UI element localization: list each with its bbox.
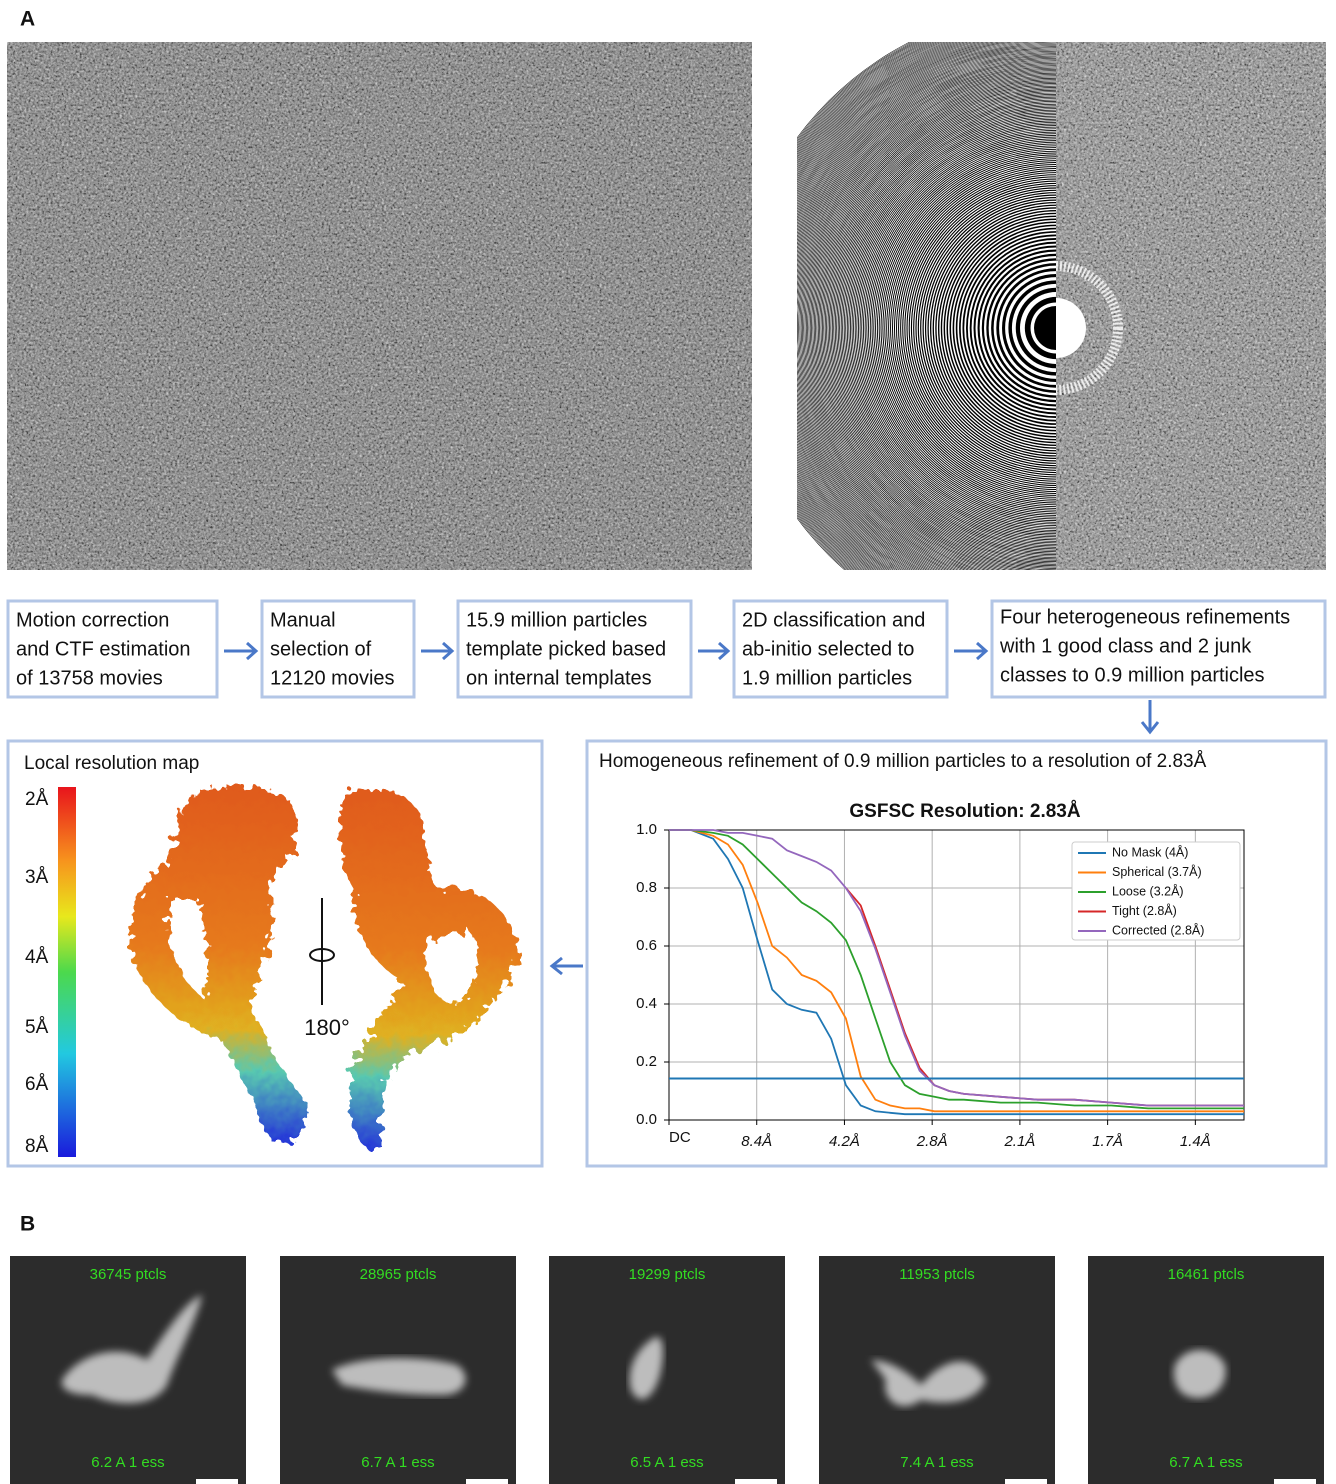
x-tick-label: 2.8Å [916, 1133, 948, 1150]
legend-label: Loose (3.2Å) [1112, 883, 1184, 898]
class-density [629, 1336, 663, 1400]
y-tick-label: 0.4 [636, 995, 657, 1012]
arrow-head [442, 641, 455, 661]
y-tick-label: 0.2 [636, 1053, 657, 1070]
flow-text: classes to 0.9 million particles [1000, 664, 1265, 686]
panel-title: Local resolution map [24, 753, 199, 774]
legend-label: Corrected (2.8Å) [1112, 922, 1204, 937]
flow-text: Four heterogeneous refinements [1000, 606, 1290, 628]
class-resolution: 6.7 A 1 ess [361, 1454, 434, 1471]
panel-label: A [20, 8, 35, 31]
density-map [130, 786, 520, 1150]
flow-box [456, 599, 693, 699]
x-tick-label: 1.4Å [1180, 1133, 1211, 1150]
colorbar-label: 6Å [25, 1074, 49, 1095]
particle-count: 19299 ptcls [629, 1266, 706, 1283]
arrow-head [549, 956, 563, 976]
ring-center [1034, 306, 1056, 350]
y-tick-label: 0.8 [636, 879, 657, 896]
colorbar-label: 4Å [25, 947, 49, 968]
x-tick-label: 8.4Å [741, 1133, 772, 1150]
class-averages: 36745 ptcls 6.2 A 1 ess 28965 ptcls 6.7 A 1… [10, 1256, 1324, 1484]
colorbar-label: 3Å [25, 867, 49, 888]
flow-box [260, 599, 416, 699]
flow-text: Motion correction [16, 609, 169, 631]
flow-box [732, 599, 949, 699]
scale-bar [1005, 1479, 1047, 1484]
flow-text: ab-initio selected to [742, 638, 914, 660]
flow-text: 12120 movies [270, 667, 395, 689]
y-tick-label: 1.0 [636, 821, 657, 838]
x-tick-label: 1.7Å [1092, 1133, 1123, 1150]
class-resolution: 6.7 A 1 ess [1169, 1454, 1242, 1471]
rotation-label: 180° [304, 1015, 350, 1040]
particle-count: 36745 ptcls [90, 1266, 167, 1283]
flow-box [6, 599, 219, 699]
fsc-chart: 0.0 0.2 0.4 0.6 0.8 1.0 DC 8.4Å 4.2Å 2.8Å 2.1Å 1.7Å… [636, 821, 1245, 1150]
class-density [871, 1360, 986, 1407]
x-tick-label: 2.1Å [1003, 1133, 1035, 1150]
flow: Motion correction and CTF estimation of 13… [6, 599, 1327, 699]
class-resolution: 6.2 A 1 ess [91, 1454, 164, 1471]
scale-bar [735, 1479, 777, 1484]
y-tick-label: 0.6 [636, 937, 657, 954]
series-line [669, 829, 1244, 1113]
flow-text: of 13758 movies [16, 667, 163, 689]
legend-label: Spherical (3.7Å) [1112, 864, 1202, 879]
particle-count: 16461 ptcls [1168, 1266, 1245, 1283]
colorbar [58, 787, 76, 1157]
x-tick-label: DC [669, 1129, 691, 1146]
arrow-head [1140, 721, 1160, 735]
rotation-arrow [309, 948, 335, 962]
flow-text: template picked based [466, 638, 666, 660]
legend-label: Tight (2.8Å) [1112, 903, 1177, 918]
y-tick-label: 0.0 [636, 1111, 657, 1128]
flow-text: 15.9 million particles [466, 609, 647, 631]
series-line [669, 829, 1244, 1110]
arrow-head [718, 641, 731, 661]
flow-box [990, 599, 1327, 699]
colorbar-label: 5Å [25, 1017, 49, 1038]
class-density [332, 1358, 466, 1395]
flow-text: and CTF estimation [16, 638, 191, 660]
scale-bar [466, 1479, 508, 1484]
plot-frame [668, 829, 1245, 1121]
series-line [669, 829, 1244, 1107]
scale-bar [196, 1479, 238, 1484]
legend-box [1071, 841, 1241, 941]
class-density [1173, 1350, 1226, 1399]
class-resolution: 7.4 A 1 ess [900, 1454, 973, 1471]
micrograph [7, 42, 752, 570]
flow-text: Manual [270, 609, 336, 631]
legend-label: No Mask (4Å) [1112, 844, 1188, 859]
arrow-head [246, 641, 259, 661]
scale-bar [1274, 1479, 1316, 1484]
series-line [669, 829, 1244, 1116]
power-spectrum [1056, 42, 1326, 570]
particle-count: 11953 ptcls [899, 1266, 975, 1283]
class-resolution: 6.5 A 1 ess [630, 1454, 703, 1471]
colorbar-label: 8Å [25, 1136, 49, 1157]
particle-count: 28965 ptcls [360, 1266, 437, 1283]
flow-text: 1.9 million particles [742, 667, 912, 689]
flow-text: with 1 good class and 2 junk [999, 635, 1252, 657]
x-tick-label: 4.2Å [829, 1133, 860, 1150]
panel-label: B [20, 1213, 35, 1236]
panel-box [585, 739, 1328, 1168]
flow-text: on internal templates [466, 667, 652, 689]
colorbar-labels: 2Å 3Å 4Å 5Å 6Å 8Å [25, 789, 49, 1157]
arrow-head [976, 641, 989, 661]
panel-title: Homogeneous refinement of 0.9 million pa… [599, 751, 1207, 772]
colorbar-label: 2Å [25, 789, 49, 810]
flow-text: 2D classification and [742, 609, 925, 631]
ctf-fit [797, 42, 1056, 570]
class-image [549, 1256, 785, 1484]
class-density [61, 1295, 202, 1404]
flow-text: selection of [270, 638, 372, 660]
chart-title: GSFSC Resolution: 2.83Å [849, 801, 1080, 822]
